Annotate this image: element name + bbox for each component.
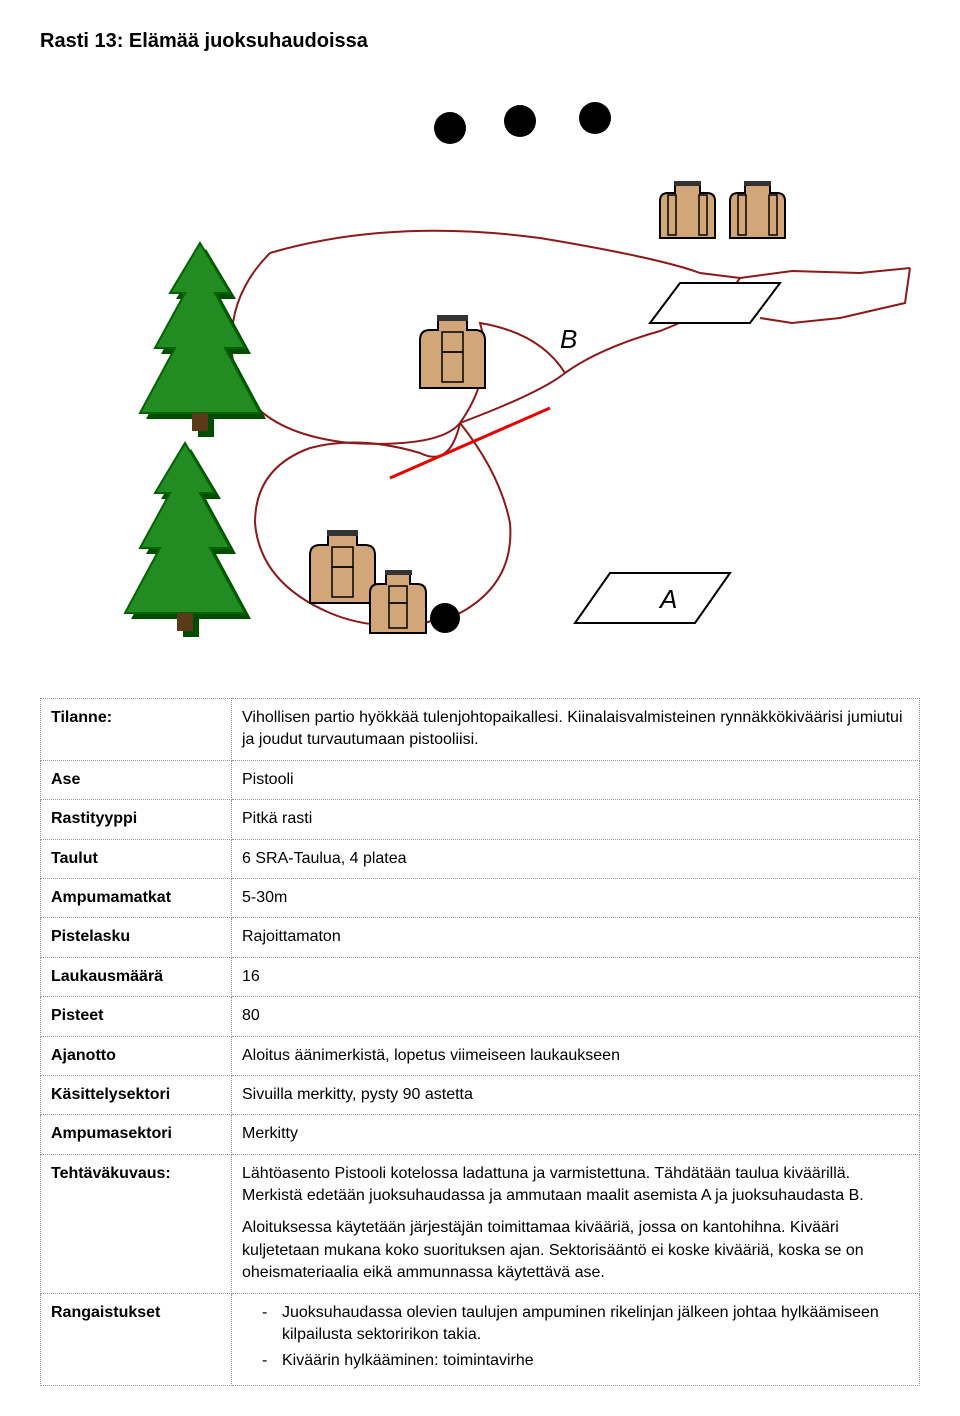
tree-icon	[125, 443, 251, 637]
trench-line	[232, 253, 565, 444]
row-label: Pistelasku	[41, 918, 232, 957]
row-value: Sivuilla merkitty, pysty 90 astetta	[232, 1075, 920, 1114]
table-row: Taulut 6 SRA-Taulua, 4 platea	[41, 839, 920, 878]
target	[370, 570, 426, 633]
table-row: Ase Pistooli	[41, 760, 920, 799]
row-value: 6 SRA-Taulua, 4 platea	[232, 839, 920, 878]
table-row: Pistelasku Rajoittamaton	[41, 918, 920, 957]
row-value: Pistooli	[232, 760, 920, 799]
table-row: Laukausmäärä 16	[41, 957, 920, 996]
table-row: Tehtäväkuvaus: Lähtöasento Pistooli kote…	[41, 1154, 920, 1293]
row-label: Ase	[41, 760, 232, 799]
row-value: 16	[232, 957, 920, 996]
penalty-list: Juoksuhaudassa olevien taulujen ampumine…	[242, 1302, 909, 1373]
table-row: Pisteet 80	[41, 997, 920, 1036]
row-label: Rangaistukset	[41, 1293, 232, 1385]
row-label: Tehtäväkuvaus:	[41, 1154, 232, 1293]
row-value: 5-30m	[232, 878, 920, 917]
trench-line	[740, 268, 910, 278]
box-b	[650, 283, 780, 323]
tree-icon	[140, 243, 266, 437]
row-label: Rastityyppi	[41, 800, 232, 839]
plate-dot	[504, 105, 536, 137]
target	[730, 181, 785, 238]
box-b-label: B	[560, 324, 577, 354]
row-label: Käsittelysektori	[41, 1075, 232, 1114]
table-row: Ajanotto Aloitus äänimerkistä, lopetus v…	[41, 1036, 920, 1075]
row-label: Taulut	[41, 839, 232, 878]
row-label: Ajanotto	[41, 1036, 232, 1075]
row-label: Tilanne:	[41, 699, 232, 761]
table-row: Rastityyppi Pitkä rasti	[41, 800, 920, 839]
row-value: Aloitus äänimerkistä, lopetus viimeiseen…	[232, 1036, 920, 1075]
plate-dot	[579, 102, 611, 134]
info-table: Tilanne: Vihollisen partio hyökkää tulen…	[40, 698, 920, 1386]
row-label: Ampumasektori	[41, 1115, 232, 1154]
list-item: Kiväärin hylkääminen: toimintavirhe	[282, 1350, 909, 1372]
target	[660, 181, 715, 238]
target	[420, 315, 485, 388]
page-title: Rasti 13: Elämää juoksuhaudoissa	[40, 30, 920, 53]
table-row: Ampumasektori Merkitty	[41, 1115, 920, 1154]
row-value: Lähtöasento Pistooli kotelossa ladattuna…	[232, 1154, 920, 1293]
row-value: Merkitty	[232, 1115, 920, 1154]
trench-line	[760, 268, 910, 323]
row-value: 80	[232, 997, 920, 1036]
plate-dot	[434, 112, 466, 144]
row-label: Laukausmäärä	[41, 957, 232, 996]
box-a-label: A	[658, 584, 677, 614]
row-label: Pisteet	[41, 997, 232, 1036]
table-row: Ampumamatkat 5-30m	[41, 878, 920, 917]
row-value: Vihollisen partio hyökkää tulenjohtopaik…	[232, 699, 920, 761]
row-value: Juoksuhaudassa olevien taulujen ampumine…	[232, 1293, 920, 1385]
row-label: Ampumamatkat	[41, 878, 232, 917]
table-row: Rangaistukset Juoksuhaudassa olevien tau…	[41, 1293, 920, 1385]
table-row: Käsittelysektori Sivuilla merkitty, pyst…	[41, 1075, 920, 1114]
row-value: Rajoittamaton	[232, 918, 920, 957]
list-item: Juoksuhaudassa olevien taulujen ampumine…	[282, 1302, 909, 1347]
task-paragraph: Aloituksessa käytetään järjestäjän toimi…	[242, 1217, 909, 1284]
table-row: Tilanne: Vihollisen partio hyökkää tulen…	[41, 699, 920, 761]
plate-dot	[430, 603, 460, 633]
task-paragraph: Lähtöasento Pistooli kotelossa ladattuna…	[242, 1163, 909, 1208]
row-value: Pitkä rasti	[232, 800, 920, 839]
stage-diagram: B A	[40, 73, 920, 673]
target	[310, 530, 375, 603]
box-a	[575, 573, 730, 623]
